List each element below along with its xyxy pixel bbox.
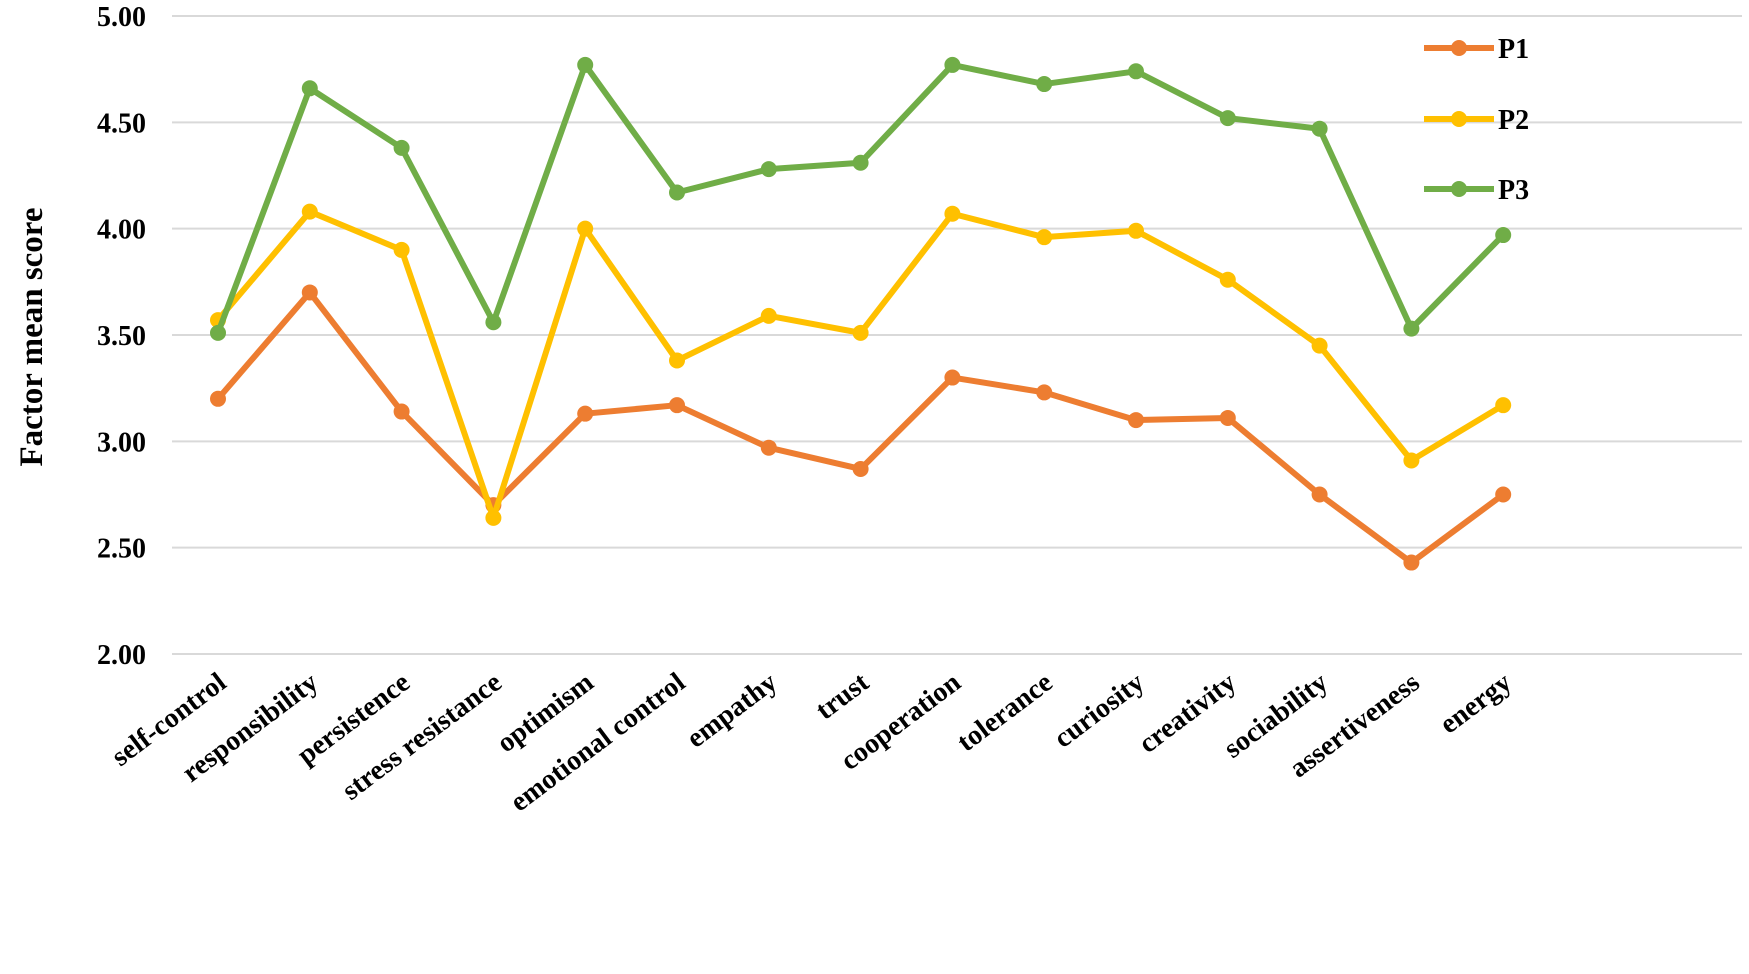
data-point-p3	[1311, 120, 1328, 137]
data-point-p2	[1036, 229, 1053, 246]
y-tick-label: 4.50	[97, 108, 146, 139]
x-tick-label: stress resistance	[336, 667, 507, 807]
data-point-p3	[1128, 63, 1144, 80]
data-point-p1	[1219, 409, 1236, 426]
y-tick-label: 3.00	[97, 427, 146, 458]
legend-item-p1: P1	[1424, 34, 1529, 65]
data-point-p1	[301, 284, 318, 301]
x-tick-label: empathy	[681, 667, 783, 754]
y-tick-label: 3.50	[97, 321, 146, 352]
data-point-p1	[1128, 412, 1144, 429]
data-point-p1	[852, 460, 869, 477]
data-point-p2	[852, 324, 869, 341]
legend-swatch-marker	[1451, 181, 1467, 197]
data-point-p2	[1128, 222, 1144, 239]
data-point-p2	[577, 220, 594, 237]
x-tick-label: curiosity	[1048, 667, 1150, 754]
data-point-p3	[760, 161, 777, 178]
data-point-p3	[1403, 320, 1420, 337]
y-axis-ticks: 2.00 2.50 3.00 3.50 4.00 4.50 5.00	[97, 2, 146, 671]
x-tick-label: energy	[1434, 667, 1517, 740]
data-point-p3	[852, 154, 869, 171]
data-point-p2	[1495, 397, 1512, 414]
x-axis-ticks: self-controlresponsibilitypersistencestr…	[106, 666, 1517, 818]
data-point-p1	[1403, 554, 1420, 571]
data-point-p1	[669, 397, 685, 414]
y-axis-label: Factor mean score	[14, 207, 50, 466]
legend-swatch-marker	[1451, 40, 1467, 56]
legend-label: P3	[1498, 175, 1529, 206]
data-point-p1	[1495, 486, 1512, 503]
x-tick-label: trust	[810, 666, 875, 726]
data-point-p1	[1311, 486, 1328, 503]
data-point-p3	[301, 80, 318, 97]
legend-item-p3: P3	[1424, 175, 1529, 206]
data-point-p3	[485, 314, 502, 331]
y-tick-label: 4.00	[97, 215, 146, 246]
x-tick-label: emotional control	[505, 667, 692, 818]
legend-swatch-marker	[1451, 111, 1467, 127]
y-tick-label: 2.50	[97, 534, 146, 565]
data-point-p2	[1311, 337, 1328, 354]
legend: P1 P2 P3	[1424, 34, 1529, 206]
y-tick-label: 5.00	[97, 2, 146, 33]
data-point-p1	[393, 403, 410, 420]
data-point-p2	[669, 352, 685, 369]
data-point-p2	[393, 241, 410, 258]
legend-label: P1	[1498, 34, 1529, 65]
legend-item-p2: P2	[1424, 105, 1529, 136]
data-point-p1	[1036, 384, 1053, 401]
data-point-p3	[944, 56, 961, 73]
data-point-p3	[669, 184, 685, 201]
series-line-p3	[215, 61, 1507, 336]
series-p3	[210, 56, 1512, 341]
data-point-p3	[210, 324, 226, 341]
series-p2	[210, 203, 1512, 526]
data-point-p3	[393, 139, 410, 156]
data-point-p3	[577, 56, 594, 73]
data-point-p3	[1036, 76, 1053, 93]
data-point-p3	[1495, 227, 1512, 244]
data-point-p2	[1219, 271, 1236, 288]
series-lines	[210, 56, 1512, 571]
data-point-p3	[1219, 110, 1236, 127]
data-point-p1	[944, 369, 961, 386]
data-point-p2	[760, 307, 777, 324]
data-point-p2	[1403, 452, 1420, 469]
data-point-p1	[760, 439, 777, 456]
data-point-p2	[944, 205, 961, 222]
data-point-p1	[577, 405, 594, 422]
x-tick-label: tolerance	[952, 667, 1059, 758]
y-tick-label: 2.00	[97, 640, 146, 671]
legend-label: P2	[1498, 105, 1529, 136]
data-point-p1	[210, 390, 226, 407]
data-point-p2	[485, 509, 502, 526]
data-point-p2	[301, 203, 318, 220]
